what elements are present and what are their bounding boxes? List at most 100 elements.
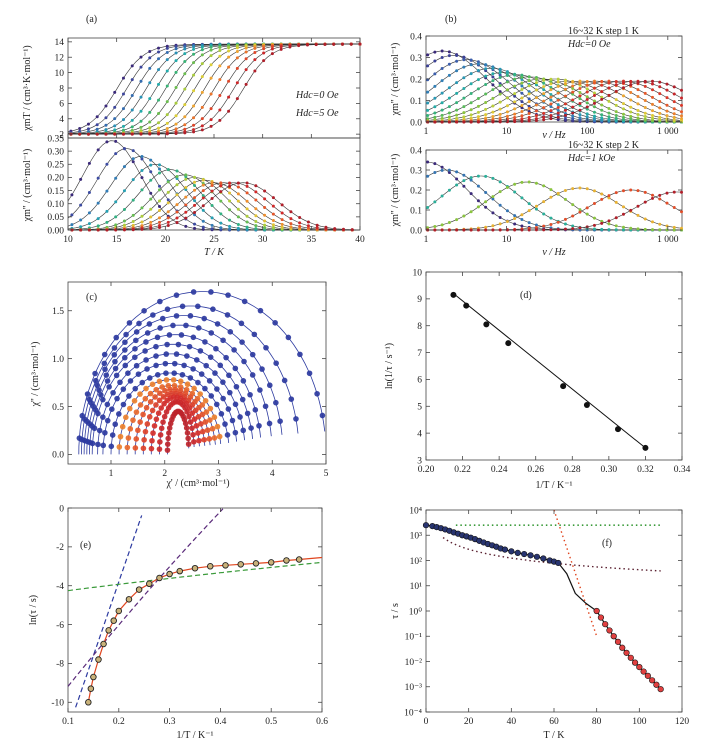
panel-c-point bbox=[123, 414, 129, 421]
panel-a-bottom-point bbox=[131, 178, 135, 182]
panel-c-point bbox=[106, 384, 112, 390]
panel-b-point bbox=[650, 228, 654, 232]
panel-b-point bbox=[680, 226, 684, 230]
panel-c-point bbox=[147, 390, 154, 397]
panel-a-top-point bbox=[183, 115, 187, 119]
panel-a-top-point bbox=[253, 69, 257, 73]
panel-a-bottom-ytick-label: 0.00 bbox=[47, 226, 64, 236]
panel-b-point bbox=[578, 116, 582, 120]
panel-a-bottom-point bbox=[157, 199, 161, 203]
panel-b-point bbox=[484, 228, 488, 232]
panel-c-point bbox=[200, 428, 206, 435]
panel-c-point bbox=[116, 444, 123, 450]
panel-a-bottom-point bbox=[114, 176, 118, 180]
panel-c-marks bbox=[76, 289, 326, 455]
panel-b-point bbox=[585, 90, 589, 94]
panel-b-point bbox=[505, 88, 509, 92]
panel-c-point bbox=[130, 417, 136, 423]
panel-a-top-point bbox=[104, 128, 108, 132]
panel-b-point bbox=[542, 224, 546, 228]
panel-c-point bbox=[160, 394, 167, 400]
panel-c-point bbox=[132, 354, 138, 361]
panel-b-point bbox=[578, 226, 582, 230]
panel-c-point bbox=[103, 372, 110, 378]
panel-b-point bbox=[578, 113, 582, 117]
panel-d-xtick-label: 0.32 bbox=[637, 465, 654, 475]
panel-b-point bbox=[520, 73, 524, 77]
panel-b-xtick-label: 100 bbox=[580, 235, 595, 245]
panel-a-bottom-point bbox=[254, 214, 258, 218]
panel-c-point bbox=[207, 405, 214, 412]
panel-b-point bbox=[505, 104, 509, 108]
panel-a-bottom-point bbox=[263, 226, 267, 230]
panel-b-point bbox=[665, 201, 669, 205]
panel-c-point bbox=[233, 383, 240, 390]
panel-d-point bbox=[583, 401, 590, 408]
panel-a-bottom-point bbox=[228, 224, 232, 228]
panel-b-point bbox=[440, 108, 444, 112]
panel-b-point bbox=[658, 115, 662, 119]
panel-b-point bbox=[643, 115, 647, 119]
panel-a-bottom-point bbox=[96, 224, 100, 228]
panel-c-point bbox=[201, 436, 207, 443]
panel-a-bottom-point bbox=[333, 227, 337, 231]
panel-a-top-point bbox=[174, 70, 178, 74]
panel-b-point bbox=[578, 94, 582, 98]
panel-b-point bbox=[433, 96, 437, 100]
panel-a-top-point bbox=[183, 127, 187, 131]
panel-a-bottom-point bbox=[193, 183, 197, 187]
panel-c-point bbox=[144, 421, 151, 427]
panel-a-top-point bbox=[113, 132, 117, 136]
panel-c-point bbox=[217, 362, 224, 369]
panel-f-point-high bbox=[649, 677, 656, 684]
panel-c-point bbox=[149, 437, 155, 444]
panel-b-point bbox=[629, 226, 633, 230]
panel-c-point bbox=[202, 419, 209, 425]
panel-b-point bbox=[513, 214, 517, 218]
panel-b-point bbox=[426, 113, 430, 117]
panel-c-point bbox=[94, 382, 101, 389]
panel-b-point bbox=[505, 219, 509, 223]
panel-b-point bbox=[614, 116, 618, 120]
panel-e-point bbox=[206, 563, 214, 570]
panel-a-top-point bbox=[209, 92, 213, 96]
panel-a-top-point bbox=[157, 50, 161, 54]
panel-b-point bbox=[469, 113, 473, 117]
panel-c-point bbox=[109, 432, 116, 438]
panel-b-point bbox=[534, 96, 538, 100]
panel-b-point bbox=[491, 88, 495, 92]
panel-b-point bbox=[484, 82, 488, 86]
panel-b-point bbox=[621, 86, 625, 90]
panel-b-point bbox=[520, 213, 524, 217]
panel-c-point bbox=[195, 379, 201, 386]
panel-b-point bbox=[592, 86, 596, 90]
panel-a-bottom-point bbox=[271, 212, 275, 216]
panel-b-point bbox=[563, 102, 567, 106]
panel-b-point bbox=[614, 89, 618, 93]
panel-b-point bbox=[440, 101, 444, 105]
panel-b-point bbox=[433, 50, 437, 54]
panel-f-point-high bbox=[610, 633, 617, 640]
panel-b-point bbox=[426, 90, 430, 94]
panel-a-top-point bbox=[121, 107, 125, 111]
panel-b-point bbox=[578, 101, 582, 105]
panel-f-label: (f) bbox=[602, 538, 612, 549]
panel-a-bottom-point bbox=[254, 198, 258, 202]
panel-b-point bbox=[513, 77, 517, 81]
panel-a-bottom-point bbox=[201, 225, 205, 229]
panel-b-point bbox=[563, 82, 567, 86]
panel-b-point bbox=[462, 115, 466, 119]
panel-b-point bbox=[643, 117, 647, 121]
panel-b-point bbox=[447, 221, 451, 225]
panel-a-label: (a) bbox=[86, 14, 97, 25]
panel-b-point bbox=[534, 223, 538, 227]
panel-c-point bbox=[262, 403, 269, 410]
panel-a-bottom-point bbox=[201, 196, 205, 200]
panel-a-top-point bbox=[148, 66, 152, 70]
panel-e-point bbox=[283, 557, 290, 564]
panel-a-bottom-yticks: 0.00 0.05 0.10 0.15 0.20 0.25 0.30 0.35 bbox=[47, 134, 360, 236]
panel-b-point bbox=[440, 91, 444, 95]
panel-b-point bbox=[578, 97, 582, 101]
panel-e-point bbox=[115, 607, 123, 615]
panel-b-point bbox=[455, 69, 459, 73]
